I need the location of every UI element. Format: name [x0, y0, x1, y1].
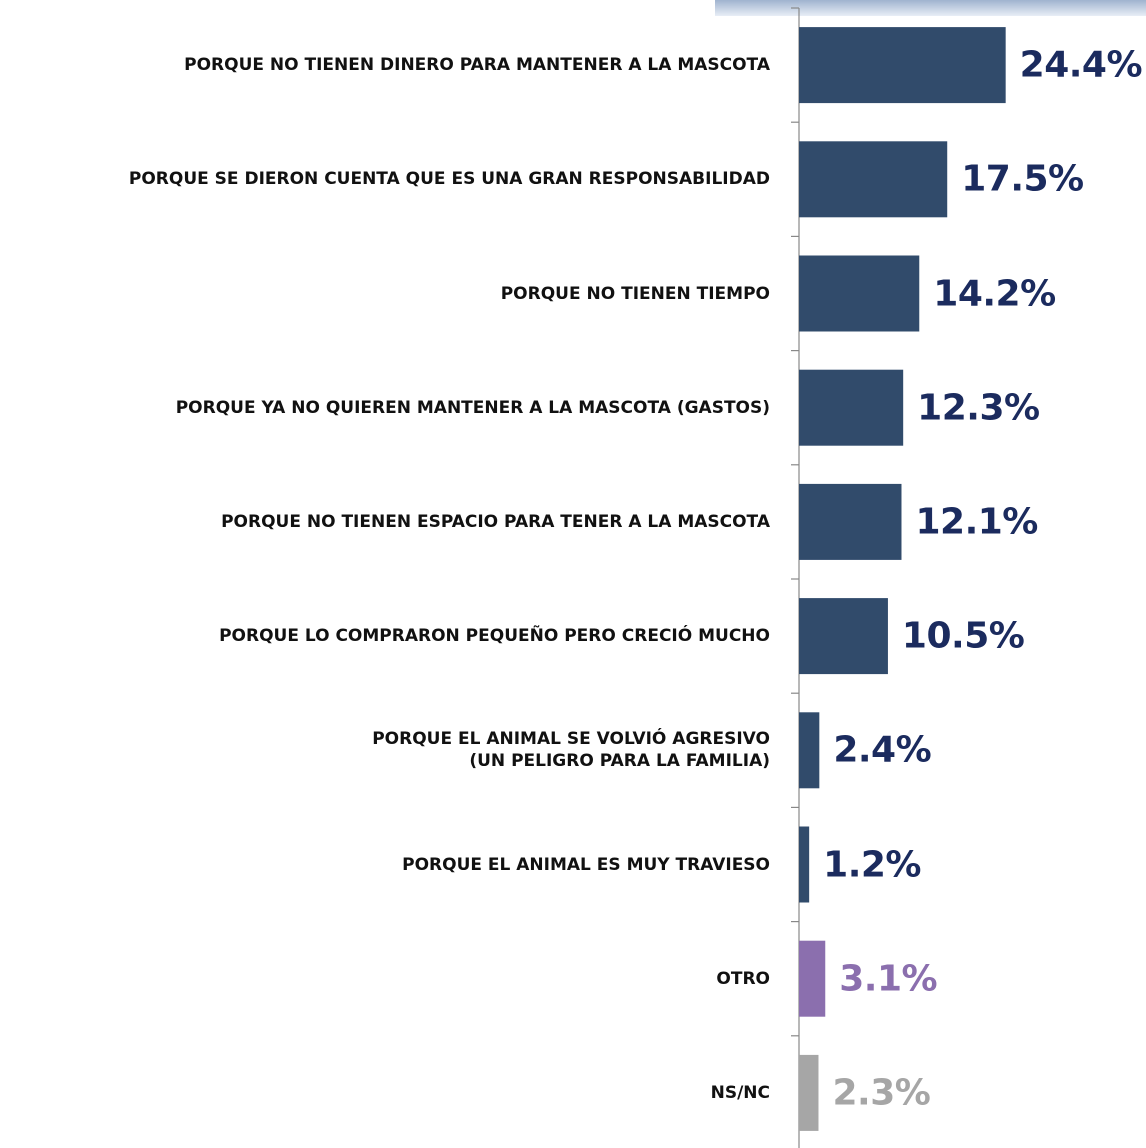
bar — [799, 483, 902, 560]
bar — [799, 1054, 819, 1131]
bar — [799, 712, 820, 789]
category-label: PORQUE EL ANIMAL SE VOLVIÓ AGRESIVO (UN … — [372, 729, 770, 772]
category-label: PORQUE EL ANIMAL ES MUY TRAVIESO — [402, 854, 770, 875]
value-label: 17.5% — [961, 158, 1084, 200]
category-label: PORQUE NO TIENEN TIEMPO — [500, 283, 770, 304]
value-label: 12.3% — [917, 387, 1040, 429]
bar — [799, 826, 810, 903]
header-decoration — [715, 0, 1146, 16]
bar — [799, 940, 826, 1017]
bar — [799, 369, 904, 446]
value-label: 14.2% — [933, 273, 1056, 314]
category-label: OTRO — [716, 968, 770, 989]
value-label: 2.3% — [832, 1072, 931, 1114]
category-label: PORQUE YA NO QUIEREN MANTENER A LA MASCO… — [175, 397, 770, 418]
value-label: 3.1% — [839, 958, 938, 1000]
bar — [799, 141, 948, 218]
category-label: PORQUE NO TIENEN ESPACIO PARA TENER A LA… — [221, 511, 770, 532]
value-label: 12.1% — [915, 501, 1038, 543]
value-label: 24.4% — [1019, 44, 1143, 86]
category-label: NS/NC — [710, 1082, 770, 1103]
value-label: 2.4% — [833, 729, 932, 771]
bar — [799, 598, 888, 675]
value-label: 1.2% — [823, 844, 921, 885]
bar — [799, 27, 1006, 104]
category-label: PORQUE LO COMPRARON PEQUEÑO PERO CRECIÓ … — [219, 626, 770, 647]
value-label: 10.5% — [901, 615, 1025, 657]
category-label: PORQUE NO TIENEN DINERO PARA MANTENER A … — [184, 55, 770, 76]
bar — [799, 255, 920, 332]
category-label: PORQUE SE DIERON CUENTA QUE ES UNA GRAN … — [128, 169, 770, 190]
